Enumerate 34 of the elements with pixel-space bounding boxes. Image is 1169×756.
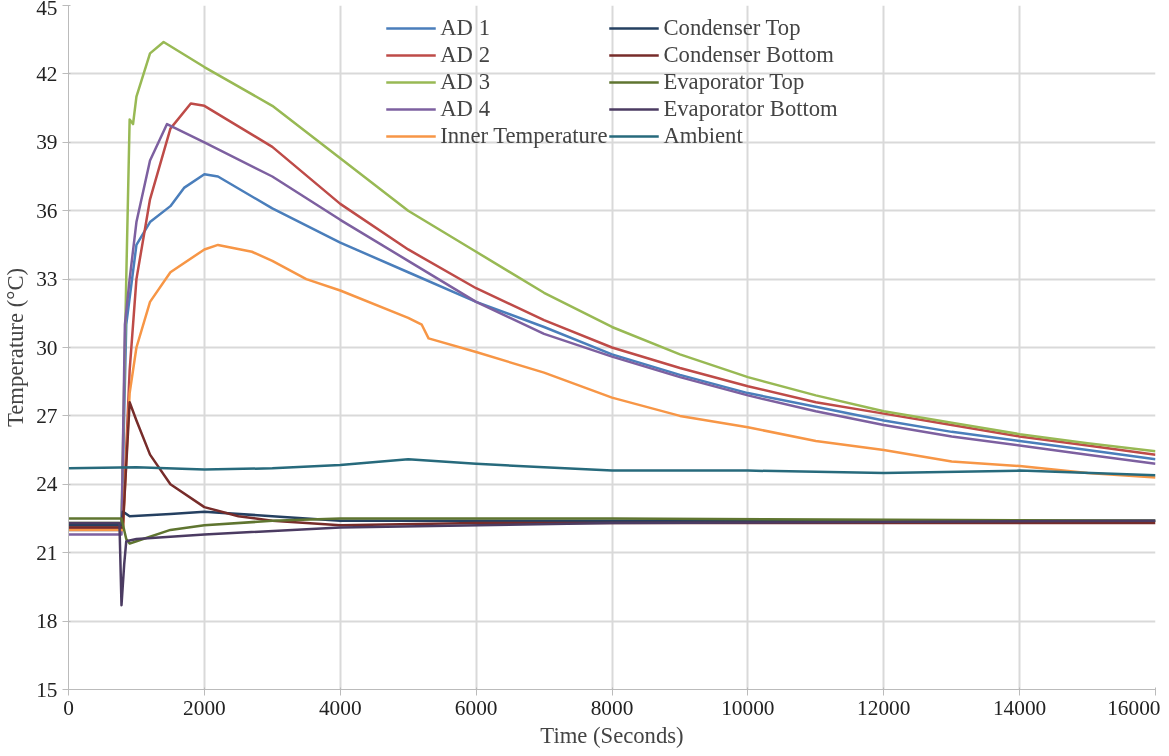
y-tick-label: 27 [36, 403, 58, 428]
legend-label: AD 3 [440, 69, 490, 95]
y-tick-label: 21 [36, 540, 58, 565]
y-tick-label: 30 [36, 335, 58, 360]
x-tick-label: 0 [63, 695, 74, 720]
x-tick-label: 12000 [857, 695, 911, 720]
legend-label: Condenser Bottom [663, 42, 834, 68]
legend-label: Ambient [663, 123, 743, 149]
x-tick-label: 2000 [183, 695, 226, 720]
y-tick-label: 33 [36, 267, 58, 292]
y-tick-label: 24 [36, 472, 58, 497]
legend-label: AD 4 [440, 96, 490, 122]
x-tick-label: 10000 [721, 695, 775, 720]
x-tick-label: 14000 [992, 695, 1047, 720]
x-tick-label: 8000 [590, 695, 634, 720]
x-axis-title: Time (Seconds) [540, 722, 684, 748]
line-series [68, 519, 1156, 607]
x-tick-label: 6000 [454, 695, 498, 720]
y-tick-label: 15 [36, 677, 58, 702]
y-tick-label: 42 [36, 61, 58, 86]
x-tick-label: 4000 [318, 695, 362, 720]
y-tick-label: 36 [36, 198, 58, 223]
line-series [68, 457, 1156, 477]
y-tick-label: 18 [36, 609, 58, 634]
legend-label: Evaporator Bottom [663, 96, 838, 122]
legend-label: Evaporator Top [663, 69, 805, 95]
legend-label: Condenser Top [663, 15, 801, 41]
x-tick-label: 16000 [1107, 695, 1161, 720]
legend-label: Inner Temperature [440, 123, 608, 149]
legend-label: AD 2 [440, 42, 490, 68]
y-tick-label: 45 [36, 0, 58, 20]
legend-label: AD 1 [440, 15, 490, 41]
y-tick-label: 39 [36, 130, 58, 155]
y-axis-title: Temperature (°C) [3, 267, 29, 428]
